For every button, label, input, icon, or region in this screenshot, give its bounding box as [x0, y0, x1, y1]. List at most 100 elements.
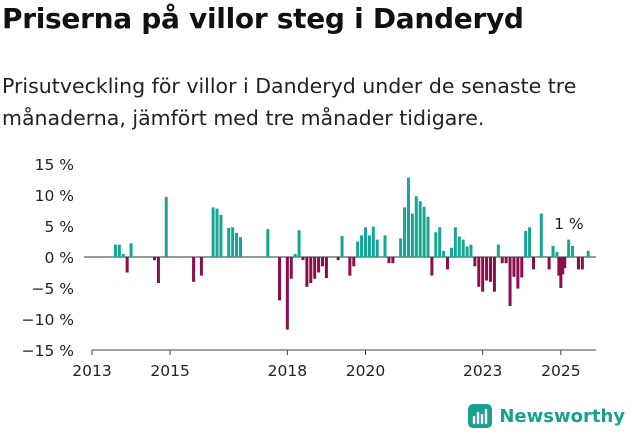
bar-negative [305, 257, 309, 287]
bar-positive [551, 245, 555, 257]
bar-positive [363, 227, 367, 257]
y-tick-label: 10 % [35, 187, 74, 205]
bar-negative [324, 257, 328, 279]
bar-positive [238, 237, 242, 257]
bar-negative [301, 257, 305, 261]
bar-negative [516, 257, 520, 289]
y-tick-label: 5 % [44, 218, 74, 236]
bar-negative [309, 257, 313, 284]
bar-positive [449, 247, 453, 257]
bar-negative [531, 257, 535, 270]
y-axis-labels: 15 % 10 % 5 % 0 % −5 % −10 % −15 % [22, 156, 74, 360]
bar-negative [289, 257, 293, 279]
y-tick-label: −10 % [22, 311, 74, 329]
bar-negative [317, 257, 321, 273]
bar-negative [504, 257, 508, 264]
bar-positive [293, 253, 297, 257]
bar-positive [434, 232, 438, 257]
bar-positive [227, 227, 231, 257]
x-axis-labels: 2013 2015 2018 2020 2023 2025 [72, 362, 580, 380]
newsworthy-logo-icon [468, 404, 493, 428]
bar-positive [266, 229, 270, 257]
bar-positive [211, 207, 215, 257]
bar-negative [580, 257, 584, 270]
bar-positive [129, 243, 133, 257]
bar-positive [235, 232, 239, 257]
bar-negative [125, 257, 129, 273]
bar-negative [430, 257, 434, 276]
bar-negative [489, 257, 493, 282]
bar-negative [352, 257, 356, 267]
bar-positive [410, 213, 414, 257]
bar-negative [473, 257, 477, 267]
bar-positive [399, 238, 403, 257]
bar-positive [403, 207, 407, 257]
bar-positive [367, 235, 371, 257]
bar-positive [375, 239, 379, 257]
x-tick-label: 2020 [346, 362, 385, 380]
newsworthy-logo[interactable]: Newsworthy [467, 403, 625, 429]
bar-negative [278, 257, 282, 301]
bar-negative [563, 257, 567, 269]
bar-positive [360, 235, 364, 257]
x-tick-label: 2025 [541, 362, 580, 380]
y-tick-label: 15 % [35, 156, 74, 174]
bar-positive [453, 227, 457, 257]
bar-negative [321, 257, 325, 267]
bar-positive [418, 201, 422, 257]
y-tick-label: −5 % [31, 280, 74, 298]
bar-positive [567, 239, 571, 257]
bar-positive [457, 236, 461, 257]
x-tick-label: 2018 [268, 362, 307, 380]
bar-positive [465, 246, 469, 257]
bar-positive [422, 206, 426, 257]
bar-positive [442, 250, 446, 257]
bar-positive [215, 208, 219, 257]
bar-positive [406, 177, 410, 257]
bar-negative [512, 257, 516, 277]
x-tick-label: 2015 [150, 362, 189, 380]
bar-negative [477, 257, 481, 287]
bar-positive [121, 253, 125, 257]
bar-negative [192, 257, 196, 282]
bar-positive [297, 230, 301, 257]
bar-positive [528, 227, 532, 257]
bar-negative [391, 257, 395, 264]
bar-positive [356, 241, 360, 257]
bar-negative [446, 257, 450, 270]
bar-positive [496, 244, 500, 257]
bar-negative [199, 257, 203, 276]
bar-positive [438, 227, 442, 257]
bar-negative [485, 257, 489, 281]
bar-positive [586, 250, 590, 257]
bar-negative [576, 257, 580, 270]
bar-positive [461, 239, 465, 257]
bar-positive [113, 244, 117, 257]
y-tick-label: 0 % [44, 249, 74, 267]
bar-negative [508, 257, 512, 306]
x-tick-label: 2013 [72, 362, 111, 380]
y-tick-label: −15 % [22, 342, 74, 360]
bar-negative [156, 257, 160, 284]
latest-value-annotation: 1 % [554, 215, 584, 233]
bar-positive [371, 226, 375, 257]
bar-positive [219, 214, 223, 257]
bar-negative [492, 257, 496, 292]
bar-positive [426, 216, 430, 257]
bar-positive [469, 244, 473, 257]
chart-title: Priserna på villor steg i Danderyd [2, 2, 524, 35]
bar-positive [340, 235, 344, 257]
bar-negative [557, 257, 561, 276]
bar-negative [500, 257, 504, 264]
bar-negative [520, 257, 524, 278]
bar-positive [117, 244, 121, 257]
bar-positive [571, 245, 575, 257]
bar-positive [414, 196, 418, 257]
newsworthy-logo-text: Newsworthy [499, 405, 625, 427]
bar-positive [231, 227, 235, 257]
bars [113, 177, 590, 330]
bar-negative [481, 257, 485, 292]
bar-negative [285, 257, 289, 330]
bar-negative [348, 257, 352, 276]
